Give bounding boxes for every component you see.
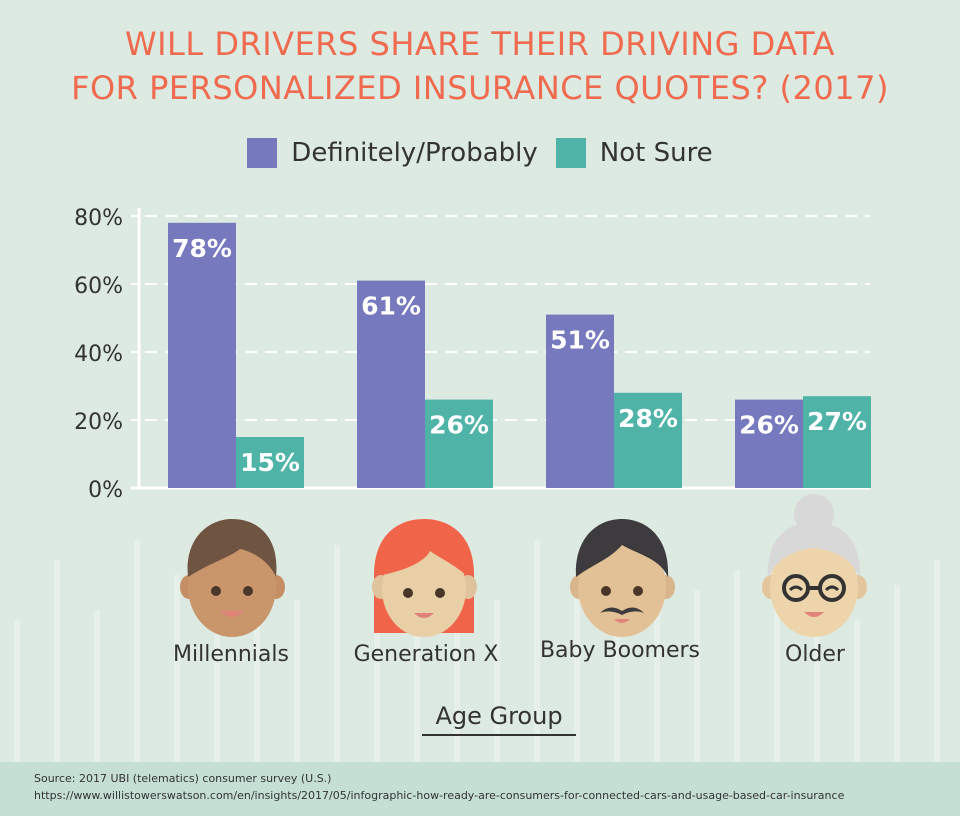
bar-not-sure <box>425 399 493 488</box>
background-stripe <box>654 555 660 762</box>
y-tick-label: 80% <box>74 206 123 231</box>
background-stripe <box>414 580 420 762</box>
bar-value-label: 27% <box>807 407 867 436</box>
background-stripe <box>454 560 460 762</box>
background-stripe <box>894 585 900 762</box>
background-stripe <box>614 610 620 762</box>
bar-not-sure <box>236 437 304 488</box>
background-stripe <box>294 600 300 762</box>
source-text: Source: 2017 UBI (telematics) consumer s… <box>34 772 332 785</box>
bar-not-sure <box>803 396 871 488</box>
background-stripe <box>734 570 740 762</box>
background-stripe <box>774 600 780 762</box>
background-stripe <box>694 590 700 762</box>
x-axis-title: Age Group <box>422 702 576 736</box>
bar-value-label: 28% <box>618 404 678 433</box>
chart-title-line-2: FOR PERSONALIZED INSURANCE QUOTES? (2017… <box>71 69 889 107</box>
legend-label-not-sure: Not Sure <box>599 138 713 168</box>
baby-boomer-face-icon <box>570 519 675 637</box>
bar-value-label: 26% <box>429 411 489 440</box>
generation-x-face-icon <box>372 519 477 637</box>
bar-definitely-probably <box>168 222 236 489</box>
background-stripe <box>814 545 820 762</box>
legend-swatch-definitely-probably <box>247 138 278 168</box>
y-tick-label: 60% <box>74 274 123 299</box>
millennial-face-icon <box>180 519 285 637</box>
background-stripe <box>214 590 220 762</box>
bar-not-sure <box>614 392 682 488</box>
background-stripe <box>54 560 60 762</box>
category-label-generation-x: Generation X <box>353 642 499 667</box>
legend-item-definitely-probably: Definitely/Probably <box>247 138 538 168</box>
background-stripe <box>934 560 940 762</box>
background-stripe <box>534 540 540 762</box>
y-tick-label: 40% <box>74 342 123 367</box>
bar-value-label: 61% <box>361 292 421 321</box>
legend-swatch-not-sure <box>555 138 586 168</box>
legend: Definitely/Probably Not Sure <box>0 138 960 168</box>
bar-value-label: 78% <box>172 234 232 263</box>
category-label-millennials: Millennials <box>173 642 289 667</box>
y-tick-label: 0% <box>88 478 123 503</box>
category-label-older: Older <box>785 642 845 667</box>
legend-item-not-sure: Not Sure <box>555 138 713 168</box>
bar-definitely-probably <box>735 399 803 488</box>
bar-value-label: 51% <box>550 326 610 355</box>
bar-value-label: 26% <box>739 411 799 440</box>
older-face-icon <box>762 494 867 637</box>
background-stripe <box>494 600 500 762</box>
background-stripe <box>134 540 140 762</box>
y-tick-label: 20% <box>74 410 123 435</box>
background-stripe <box>254 530 260 762</box>
background-stripe <box>334 545 340 762</box>
background-stripe <box>574 575 580 762</box>
legend-label-definitely-probably: Definitely/Probably <box>291 138 538 168</box>
bar-chart: 0% 20% 40% 60% 80% 78% 15% 61% 26% 51% 28% 26% 27% <box>74 206 871 503</box>
bar-definitely-probably <box>546 314 614 488</box>
background-stripe <box>14 620 20 762</box>
category-label-baby-boomers: Baby Boomers <box>539 638 701 663</box>
background-stripe <box>94 610 100 762</box>
background-stripe <box>174 575 180 762</box>
source-footer <box>0 762 960 816</box>
bar-definitely-probably <box>357 280 425 488</box>
source-url: https://www.willistowerswatson.com/en/in… <box>34 789 845 802</box>
chart-title-line-1: WILL DRIVERS SHARE THEIR DRIVING DATA <box>124 25 836 63</box>
bar-value-label: 15% <box>240 448 300 477</box>
background-stripe <box>854 620 860 762</box>
background-stripe <box>374 620 380 762</box>
